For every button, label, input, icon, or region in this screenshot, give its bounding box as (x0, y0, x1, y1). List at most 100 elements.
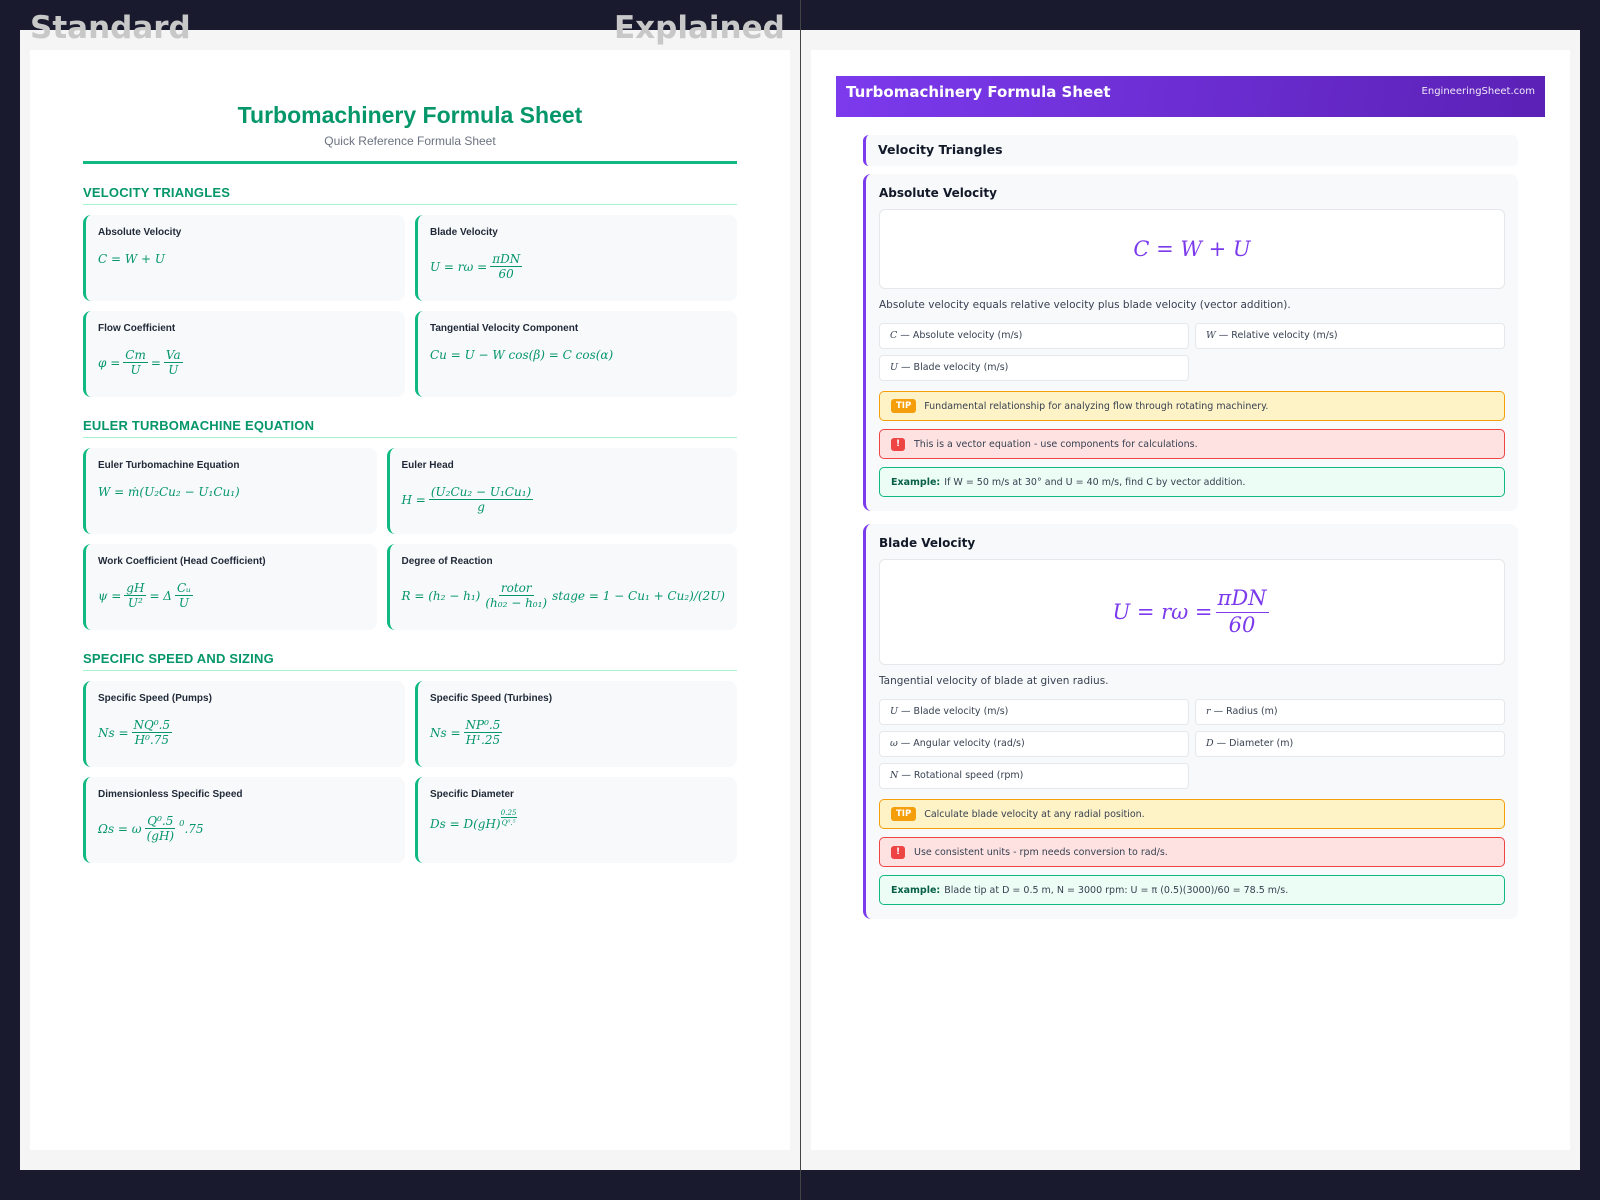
explained-card: Absolute Velocity C = W + U Absolute vel… (863, 174, 1518, 511)
warning-icon: ! (891, 437, 905, 451)
denominator: H¹.25 (465, 733, 501, 748)
formula: C = W + U (98, 252, 393, 266)
formula-box: C = W + U (879, 209, 1505, 289)
denominator: 60 (498, 267, 514, 282)
fraction: Cm U (123, 348, 148, 378)
warning-note: ! Use consistent units - rpm needs conver… (879, 837, 1505, 867)
variable-symbol: N (890, 770, 899, 781)
example-note: Example: Blade tip at D = 0.5 m, N = 3000… (879, 875, 1505, 905)
formula-box: U = rω = πDN 60 (879, 559, 1505, 665)
variable-list: U — Blade velocity (m/s) r — Radius (m) ω … (879, 699, 1505, 789)
numerator: Cm (123, 348, 148, 364)
numerator: Q⁰.5 (145, 814, 176, 830)
variable-desc: — Radius (m) (1210, 706, 1278, 717)
variable-item: U — Blade velocity (m/s) (879, 355, 1189, 381)
formula-text: Ds = D(gH) (430, 816, 501, 831)
standard-page: Turbomachinery Formula Sheet Quick Refer… (30, 50, 790, 1150)
formula-card: Degree of Reaction R = (h₂ − h₁) rotor (h… (386, 544, 737, 630)
formula-card: Work Coefficient (Head Coefficient) ψ = … (83, 544, 377, 630)
variable-symbol: D (1206, 738, 1214, 749)
numerator: Cᵤ (174, 581, 193, 597)
page-title: Turbomachinery Formula Sheet (237, 102, 583, 128)
formula-text: .75 (184, 821, 204, 836)
formula-description: Tangential velocity of blade at given ra… (879, 675, 1109, 687)
denominator: H⁰.75 (134, 733, 170, 748)
fraction: rotor (h₀₂ − h₀₁) (483, 581, 549, 611)
variable-item: U — Blade velocity (m/s) (879, 699, 1189, 725)
warning-text: Use consistent units - rpm needs convers… (914, 846, 1168, 858)
denominator: U (130, 363, 141, 378)
formula-name: Blade Velocity (879, 536, 976, 550)
formula-name: Dimensionless Specific Speed (98, 789, 243, 800)
formula: Ωs = ω Q⁰.5 (gH) 0 .75 (98, 814, 393, 844)
formula: Cu = U − W cos(β) = C cos(α) (430, 348, 725, 362)
header-site: EngineeringSheet.com (1421, 86, 1535, 97)
example-label: Example: (891, 476, 941, 488)
variable-desc: — Rotational speed (rpm) (898, 770, 1024, 781)
example-text: Blade tip at D = 0.5 m, N = 3000 rpm: U … (944, 884, 1289, 896)
variable-item: D — Diameter (m) (1195, 731, 1505, 757)
example-text: If W = 50 m/s at 30° and U = 40 m/s, fin… (944, 476, 1246, 488)
tip-text: Calculate blade velocity at any radial p… (924, 808, 1145, 820)
header-title: Turbomachinery Formula Sheet (846, 83, 1111, 101)
formula-card: Tangential Velocity Component Cu = U − W… (415, 311, 737, 397)
variable-symbol: U (890, 706, 899, 717)
formula: H = (U₂Cu₂ − U₁Cu₁) g (402, 485, 725, 515)
variable-item: W — Relative velocity (m/s) (1195, 323, 1505, 349)
formula: Ds = D(gH) 0.25 Q⁰.⁵ (430, 808, 725, 833)
warning-text: This is a vector equation - use componen… (914, 438, 1198, 450)
formula-card: Flow Coefficient φ = Cm U = Va U (83, 311, 405, 397)
formula: U = rω = πDN 60 (430, 252, 725, 282)
numerator: rotor (498, 581, 534, 597)
formula-text: C = W + U (98, 252, 165, 266)
formula-text: U = rω = (430, 259, 488, 274)
variable-desc: — Blade velocity (m/s) (898, 362, 1009, 373)
denominator: g (477, 500, 485, 515)
fraction: Va U (163, 348, 183, 378)
formula-card: Dimensionless Specific Speed Ωs = ω Q⁰.5… (83, 777, 405, 863)
formula-name: Specific Speed (Turbines) (430, 693, 553, 704)
example-note: Example: If W = 50 m/s at 30° and U = 40 … (879, 467, 1505, 497)
formula-card: Absolute Velocity C = W + U (83, 215, 405, 301)
numerator: NP⁰.5 (463, 718, 503, 734)
formula-card: Euler Head H = (U₂Cu₂ − U₁Cu₁) g (386, 448, 737, 534)
fraction: πDN 60 (490, 252, 523, 282)
explained-label: Explained (614, 10, 785, 46)
numerator: 0.25 (500, 808, 517, 819)
formula-name: Work Coefficient (Head Coefficient) (98, 556, 266, 567)
standard-panel: Turbomachinery Formula Sheet Quick Refer… (20, 30, 800, 1170)
explained-card: Blade Velocity U = rω = πDN 60 Tangential … (863, 524, 1518, 919)
variable-item: C — Absolute velocity (m/s) (879, 323, 1189, 349)
fraction: (U₂Cu₂ − U₁Cu₁) g (428, 485, 534, 515)
formula: Ns = NP⁰.5 H¹.25 (430, 718, 725, 748)
formula-name: Euler Head (401, 460, 454, 471)
formula-text: R = (h₂ − h₁) (401, 588, 481, 603)
tip-note: TIP Fundamental relationship for analyzin… (879, 391, 1505, 421)
section-heading: SPECIFIC SPEED AND SIZING (83, 651, 737, 671)
variable-desc: — Blade velocity (m/s) (898, 706, 1009, 717)
formula-card: Euler Turbomachine Equation W = ṁ(U₂Cu₂ … (83, 448, 377, 534)
formula-text: stage = 1 − Cu₁ + Cu₂)/(2U) (552, 588, 725, 603)
formula-text: Ns = (98, 725, 129, 740)
example-label: Example: (891, 884, 941, 896)
tip-badge: TIP (891, 807, 917, 821)
section-heading: VELOCITY TRIANGLES (83, 185, 737, 205)
variable-item: ω — Angular velocity (rad/s) (879, 731, 1189, 757)
explained-header: Turbomachinery Formula Sheet Engineering… (836, 76, 1545, 117)
formula: φ = Cm U = Va U (98, 348, 393, 378)
numerator: πDN (1215, 586, 1269, 613)
formula: W = ṁ(U₂Cu₂ − U₁Cu₁) (98, 485, 365, 499)
formula-name: Absolute Velocity (98, 227, 182, 238)
tip-badge: TIP (891, 399, 917, 413)
fraction: NP⁰.5 H¹.25 (463, 718, 503, 748)
formula-card: Specific Speed (Pumps) Ns = NQ⁰.5 H⁰.75 (83, 681, 405, 767)
numerator: gH (124, 581, 147, 597)
denominator: Q⁰.⁵ (501, 818, 516, 828)
variable-list: C — Absolute velocity (m/s) W — Relative … (879, 323, 1505, 381)
explained-page: Turbomachinery Formula Sheet Engineering… (811, 50, 1570, 1150)
formula-grid: Specific Speed (Pumps) Ns = NQ⁰.5 H⁰.75 Sp… (83, 681, 737, 863)
variable-item: r — Radius (m) (1195, 699, 1505, 725)
formula-text: U = rω = (1112, 600, 1213, 624)
section-heading: EULER TURBOMACHINE EQUATION (83, 418, 737, 438)
numerator: πDN (490, 252, 523, 268)
